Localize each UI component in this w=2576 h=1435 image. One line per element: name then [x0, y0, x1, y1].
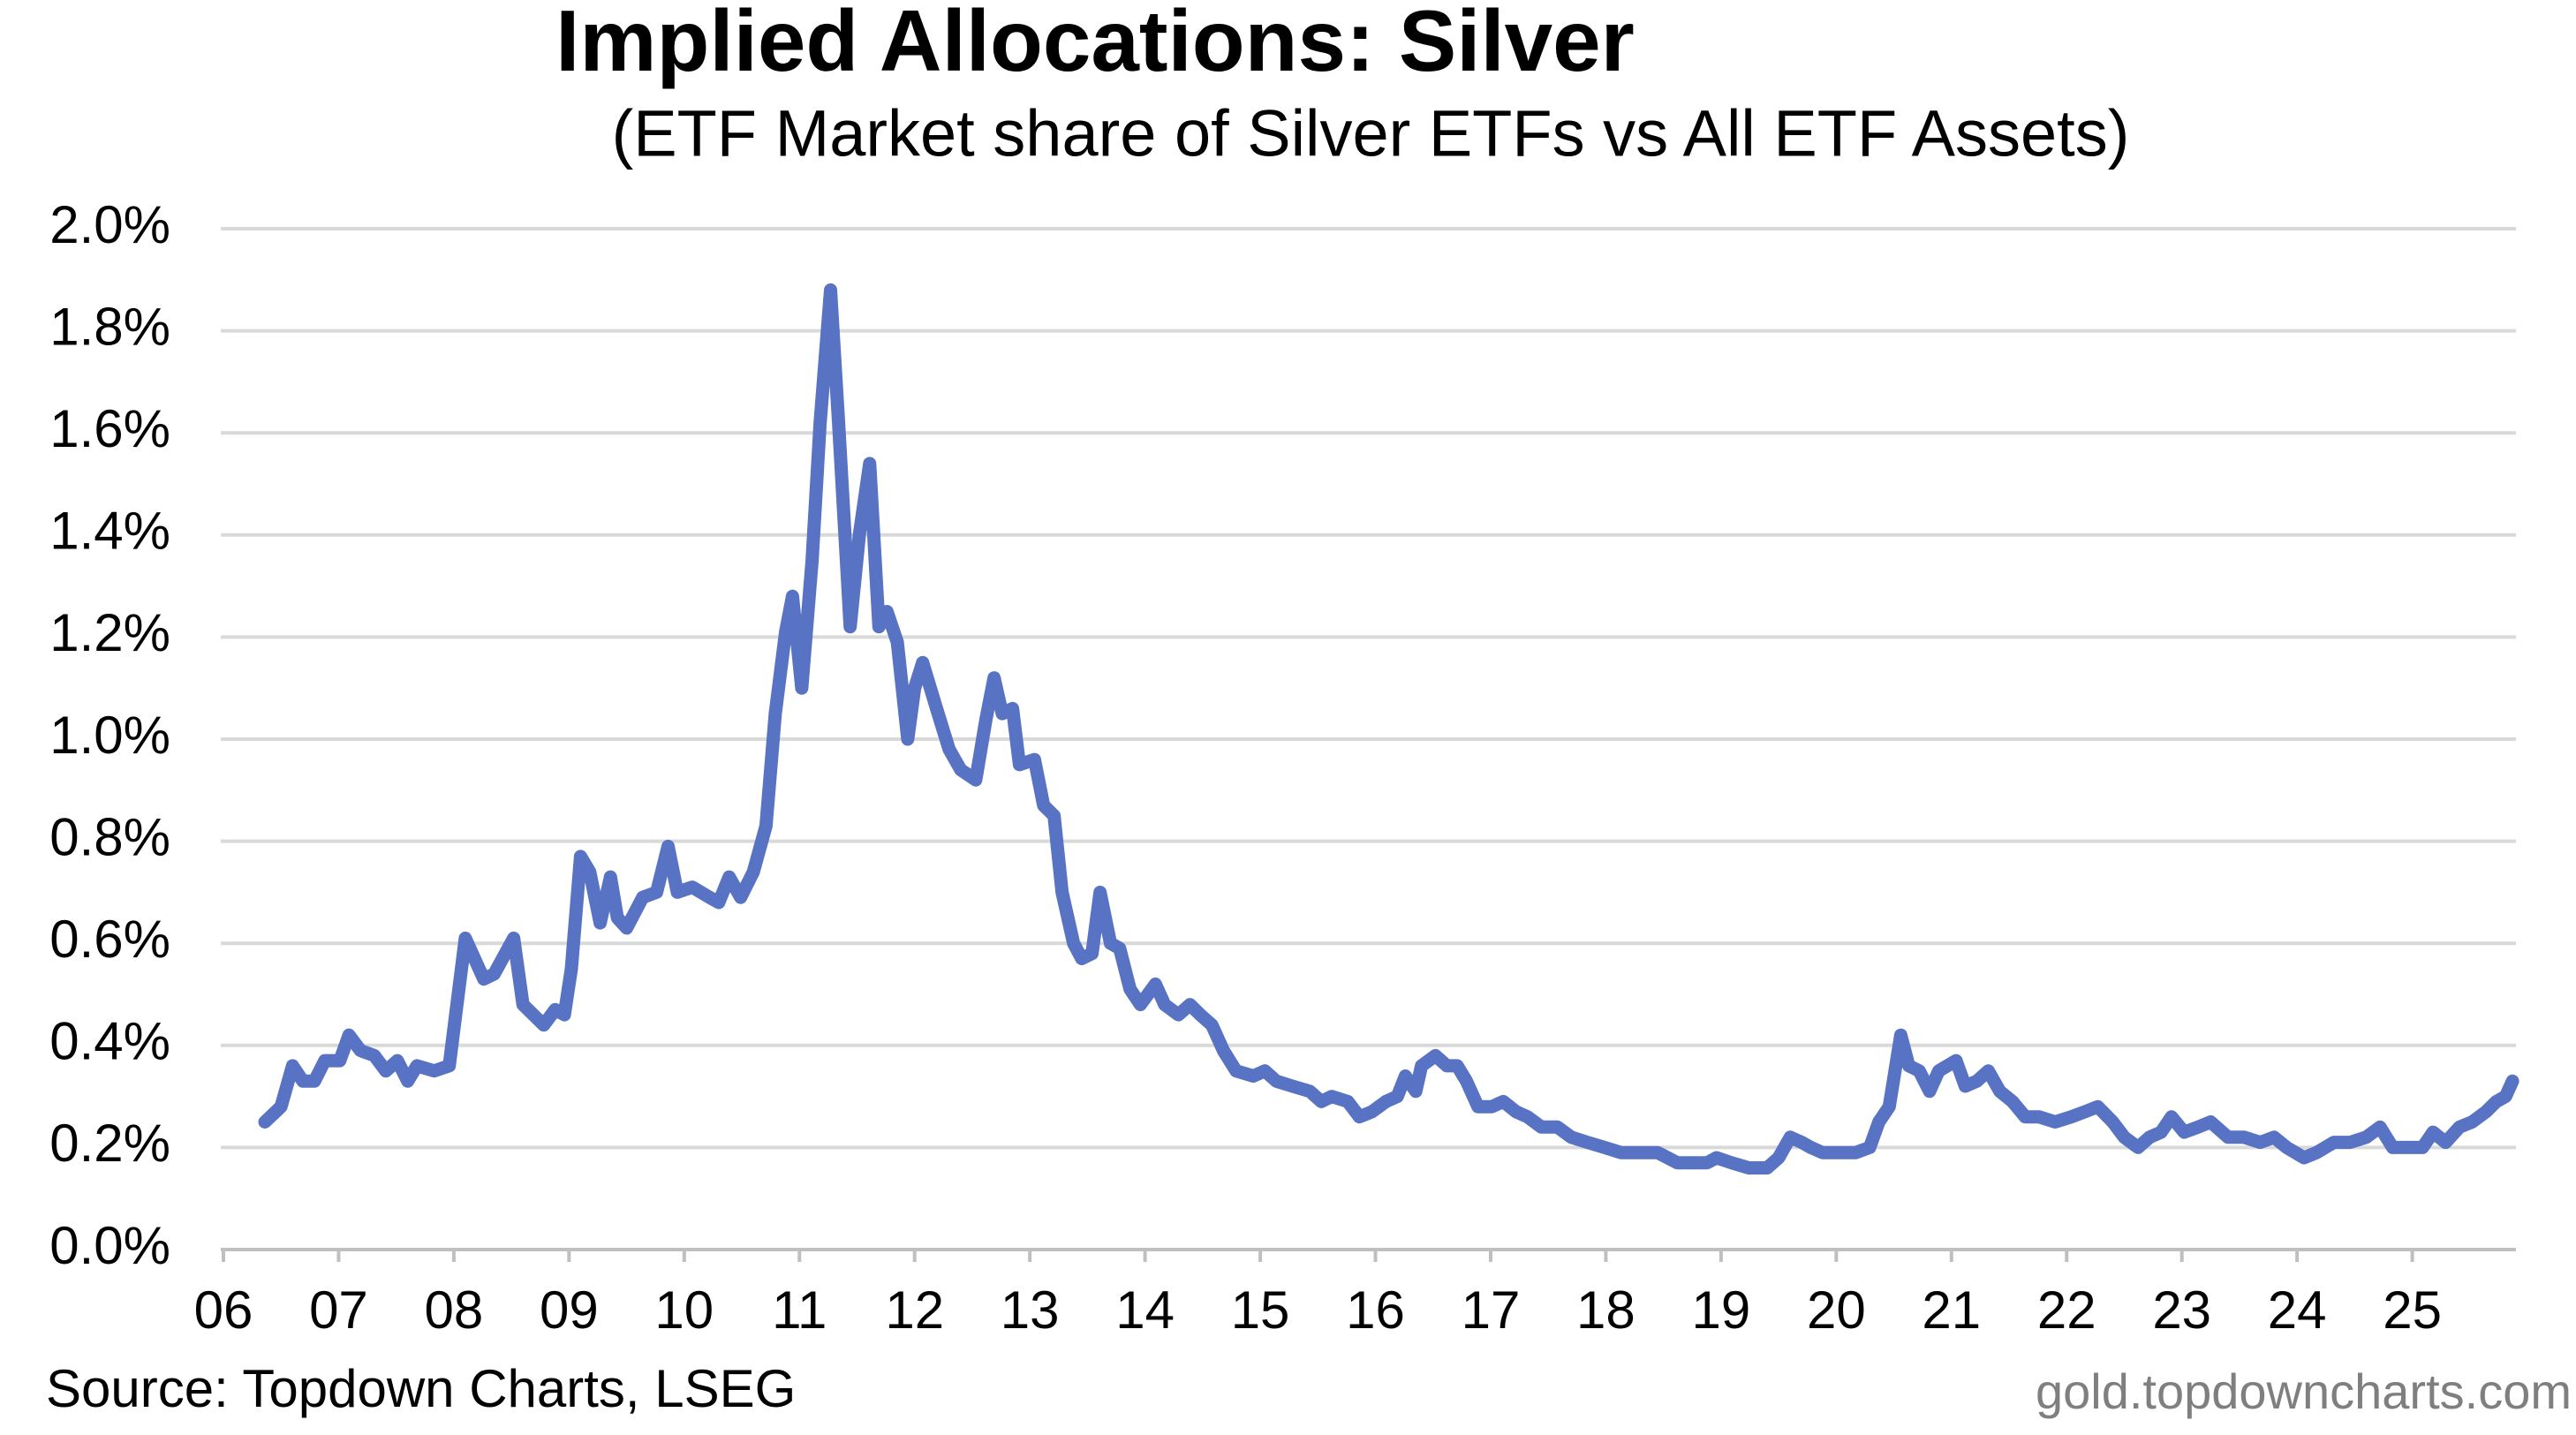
x-tick-label: 22 — [2037, 1280, 2096, 1340]
y-tick-label: 0.2% — [49, 1114, 170, 1173]
data-line — [258, 283, 2519, 1174]
x-tick-label: 08 — [425, 1280, 484, 1340]
x-tick-label: 17 — [1462, 1280, 1521, 1340]
x-tick-label: 16 — [1346, 1280, 1405, 1340]
x-tick-label: 15 — [1231, 1280, 1290, 1340]
y-tick-label: 1.4% — [49, 502, 170, 561]
y-tick-label: 2.0% — [49, 195, 170, 254]
source-note: Source: Topdown Charts, LSEG — [46, 1359, 796, 1418]
y-tick-label: 1.2% — [49, 603, 170, 662]
x-tick-label: 24 — [2268, 1280, 2327, 1340]
x-tick-label: 25 — [2383, 1280, 2442, 1340]
x-tick-label: 09 — [540, 1280, 599, 1340]
x-tick-label: 13 — [1001, 1280, 1060, 1340]
x-tick-label: 20 — [1807, 1280, 1866, 1340]
x-tick-label: 06 — [194, 1280, 253, 1340]
watermark: gold.topdowncharts.com — [2036, 1363, 2572, 1419]
x-tick-label: 10 — [654, 1280, 714, 1340]
y-tick-label: 0.8% — [49, 807, 170, 866]
x-tick-label: 12 — [885, 1280, 944, 1340]
y-tick-label: 1.0% — [49, 706, 170, 765]
x-tick-label: 11 — [772, 1280, 827, 1340]
y-tick-label: 0.0% — [49, 1216, 170, 1275]
x-tick-label: 21 — [1922, 1280, 1981, 1340]
x-tick-label: 07 — [309, 1280, 368, 1340]
y-tick-label: 0.6% — [49, 910, 170, 969]
y-tick-label: 1.6% — [49, 399, 170, 458]
x-tick-label: 18 — [1576, 1280, 1635, 1340]
x-tick-label: 23 — [2152, 1280, 2211, 1340]
x-tick-label: 19 — [1692, 1280, 1751, 1340]
y-tick-label: 0.4% — [49, 1012, 170, 1071]
chart-title: Implied Allocations: Silver — [555, 0, 1635, 89]
y-tick-label: 1.8% — [49, 297, 170, 356]
x-tick-label: 14 — [1115, 1280, 1175, 1340]
chart-subtitle: (ETF Market share of Silver ETFs vs All … — [612, 97, 2130, 170]
